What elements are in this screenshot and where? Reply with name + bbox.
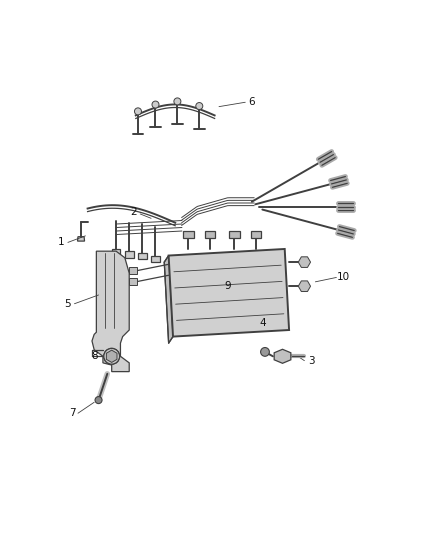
- Text: 2: 2: [130, 207, 137, 217]
- Polygon shape: [298, 281, 311, 292]
- Polygon shape: [129, 278, 137, 285]
- Polygon shape: [164, 255, 173, 343]
- Circle shape: [95, 397, 102, 403]
- Text: 8: 8: [91, 351, 98, 361]
- Polygon shape: [138, 253, 147, 260]
- Polygon shape: [251, 231, 261, 238]
- Text: 6: 6: [248, 97, 255, 107]
- Text: 4: 4: [259, 318, 266, 328]
- Text: 10: 10: [337, 272, 350, 282]
- Polygon shape: [205, 231, 215, 238]
- Circle shape: [107, 352, 116, 361]
- Circle shape: [134, 108, 141, 115]
- Polygon shape: [229, 231, 240, 238]
- Circle shape: [104, 349, 120, 364]
- Polygon shape: [78, 237, 85, 241]
- Polygon shape: [92, 251, 129, 372]
- Text: 3: 3: [307, 356, 314, 366]
- Text: 9: 9: [224, 281, 231, 291]
- Polygon shape: [129, 268, 137, 274]
- Circle shape: [261, 348, 269, 356]
- Circle shape: [104, 349, 120, 364]
- Polygon shape: [112, 249, 120, 255]
- Polygon shape: [298, 257, 311, 268]
- Text: 5: 5: [64, 298, 71, 309]
- Polygon shape: [274, 349, 291, 364]
- Circle shape: [152, 101, 159, 108]
- Polygon shape: [106, 350, 117, 362]
- Polygon shape: [183, 231, 194, 238]
- Text: 7: 7: [69, 408, 76, 418]
- Circle shape: [196, 102, 203, 110]
- Polygon shape: [169, 249, 289, 336]
- Polygon shape: [151, 255, 160, 262]
- Circle shape: [174, 98, 181, 105]
- Polygon shape: [125, 251, 134, 258]
- Text: 1: 1: [58, 237, 65, 247]
